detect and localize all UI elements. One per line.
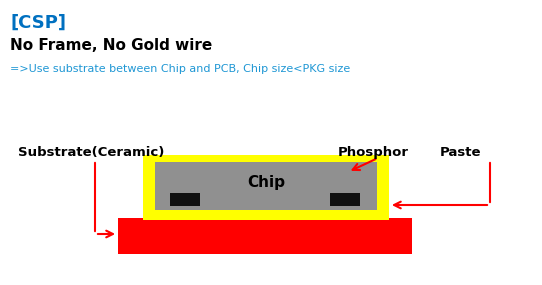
Bar bbox=[170, 193, 200, 206]
Text: [CSP]: [CSP] bbox=[10, 14, 66, 32]
Text: Chip: Chip bbox=[247, 176, 285, 190]
Text: No Frame, No Gold wire: No Frame, No Gold wire bbox=[10, 38, 212, 53]
Bar bbox=[155, 162, 377, 210]
Text: Paste: Paste bbox=[440, 146, 481, 159]
Bar bbox=[143, 191, 389, 219]
Bar bbox=[143, 155, 389, 220]
Text: Substrate(Ceramic): Substrate(Ceramic) bbox=[18, 146, 164, 159]
Text: Phosphor: Phosphor bbox=[338, 146, 409, 159]
Bar bbox=[118, 218, 412, 254]
Bar bbox=[330, 193, 360, 206]
Text: =>Use substrate between Chip and PCB, Chip size<PKG size: =>Use substrate between Chip and PCB, Ch… bbox=[10, 64, 350, 74]
